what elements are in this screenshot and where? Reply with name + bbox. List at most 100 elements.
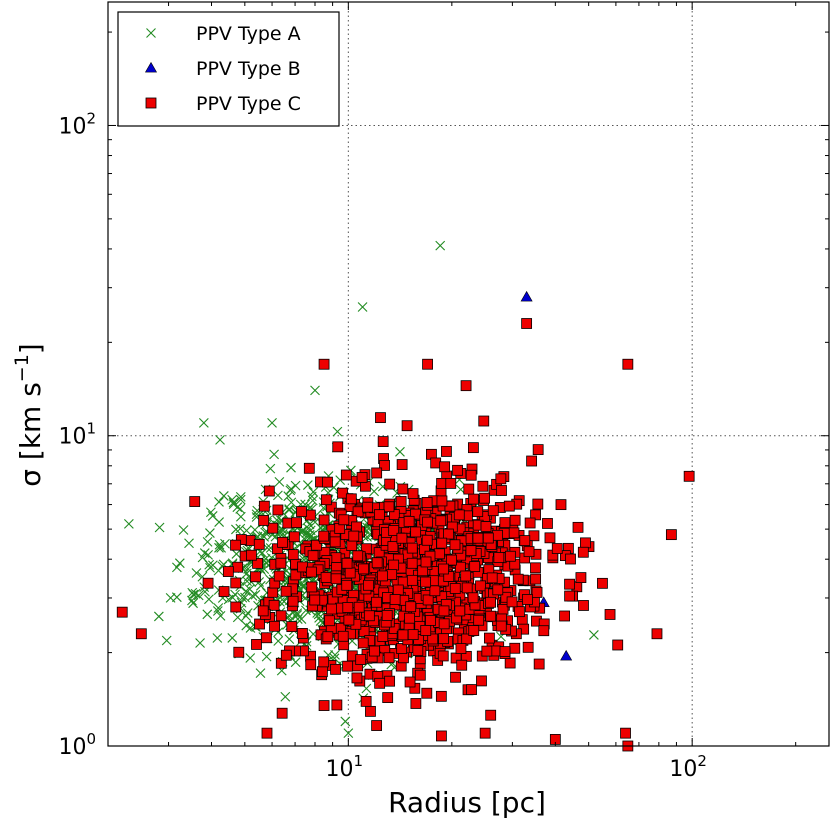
data-point xyxy=(202,577,214,589)
data-point xyxy=(188,598,198,609)
data-point xyxy=(338,514,350,526)
y-tick-label: 101 xyxy=(58,420,96,450)
data-point xyxy=(445,478,457,489)
marker-stroke xyxy=(214,542,224,553)
data-point xyxy=(283,491,294,502)
data-point xyxy=(341,557,353,569)
data-point xyxy=(508,527,520,539)
data-point xyxy=(497,603,509,615)
data-point xyxy=(473,614,485,626)
marker-stroke xyxy=(187,587,198,598)
data-point xyxy=(298,580,308,591)
data-point xyxy=(291,517,303,529)
data-point xyxy=(421,687,433,699)
data-point xyxy=(496,485,507,496)
data-point xyxy=(222,566,234,577)
data-point xyxy=(564,590,576,602)
data-point xyxy=(365,705,376,717)
data-point xyxy=(348,530,360,542)
data-point xyxy=(526,455,538,467)
marker-stroke xyxy=(161,635,172,646)
data-point xyxy=(478,415,490,427)
data-point xyxy=(377,631,389,642)
data-point xyxy=(220,538,230,549)
data-point xyxy=(308,487,319,497)
data-point xyxy=(171,562,182,573)
tick-label-base: 10 xyxy=(669,757,697,782)
data-point xyxy=(218,586,230,597)
data-point xyxy=(434,548,445,560)
data-point xyxy=(280,649,292,661)
marker-stroke xyxy=(285,485,296,496)
data-point xyxy=(528,530,540,542)
data-point xyxy=(522,641,534,653)
data-point xyxy=(290,569,302,581)
data-point xyxy=(523,546,535,558)
data-point xyxy=(495,473,507,485)
data-point xyxy=(287,549,299,561)
data-point xyxy=(406,557,418,569)
data-point xyxy=(485,596,497,608)
marker-stroke xyxy=(274,476,285,487)
data-point xyxy=(443,528,454,540)
data-point xyxy=(214,542,224,553)
marker-stroke xyxy=(241,568,252,579)
data-point xyxy=(530,562,541,574)
data-point xyxy=(469,561,481,572)
data-point xyxy=(230,601,242,613)
data-point xyxy=(322,476,333,488)
data-point xyxy=(303,523,314,534)
data-point xyxy=(381,609,393,621)
marker-stroke xyxy=(200,586,210,597)
marker-stroke xyxy=(153,611,164,622)
data-point xyxy=(202,536,213,547)
data-point xyxy=(258,500,270,512)
data-point xyxy=(351,672,363,684)
data-point xyxy=(269,620,280,632)
data-point xyxy=(422,358,433,370)
marker-stroke xyxy=(241,525,252,536)
data-point xyxy=(230,577,242,589)
data-point xyxy=(383,501,395,513)
data-point xyxy=(520,290,533,302)
data-point xyxy=(213,603,224,613)
data-point xyxy=(265,463,276,474)
marker-stroke xyxy=(123,518,134,529)
x-axis-label: Radius [pc] xyxy=(388,786,546,819)
data-point xyxy=(255,668,266,679)
data-point xyxy=(420,576,431,588)
data-point xyxy=(499,517,511,529)
data-point xyxy=(227,592,238,603)
data-point xyxy=(575,572,587,584)
data-point xyxy=(485,709,497,721)
data-point xyxy=(374,677,386,689)
data-point xyxy=(305,566,317,578)
data-point xyxy=(218,491,229,501)
marker-stroke xyxy=(232,502,243,513)
data-point xyxy=(284,634,295,644)
data-point xyxy=(506,596,518,608)
marker-stroke xyxy=(257,547,268,558)
data-point xyxy=(446,554,457,566)
data-point xyxy=(267,522,279,534)
marker-stroke xyxy=(241,611,251,621)
data-point xyxy=(332,441,344,453)
marker-stroke xyxy=(202,536,213,547)
series-ppv-type-c xyxy=(116,318,695,752)
data-point xyxy=(651,628,663,640)
data-point xyxy=(330,663,341,675)
data-point xyxy=(275,557,287,569)
data-point xyxy=(345,493,357,505)
data-point xyxy=(253,538,265,550)
legend-marker xyxy=(145,97,157,109)
data-point xyxy=(187,587,198,598)
data-point xyxy=(235,534,247,546)
data-point xyxy=(261,651,272,662)
data-point xyxy=(161,635,172,646)
data-point xyxy=(504,657,516,669)
data-point xyxy=(414,669,426,681)
data-point xyxy=(316,666,328,678)
data-point xyxy=(439,461,451,473)
marker-stroke xyxy=(205,528,215,538)
marker-stroke xyxy=(269,449,280,460)
